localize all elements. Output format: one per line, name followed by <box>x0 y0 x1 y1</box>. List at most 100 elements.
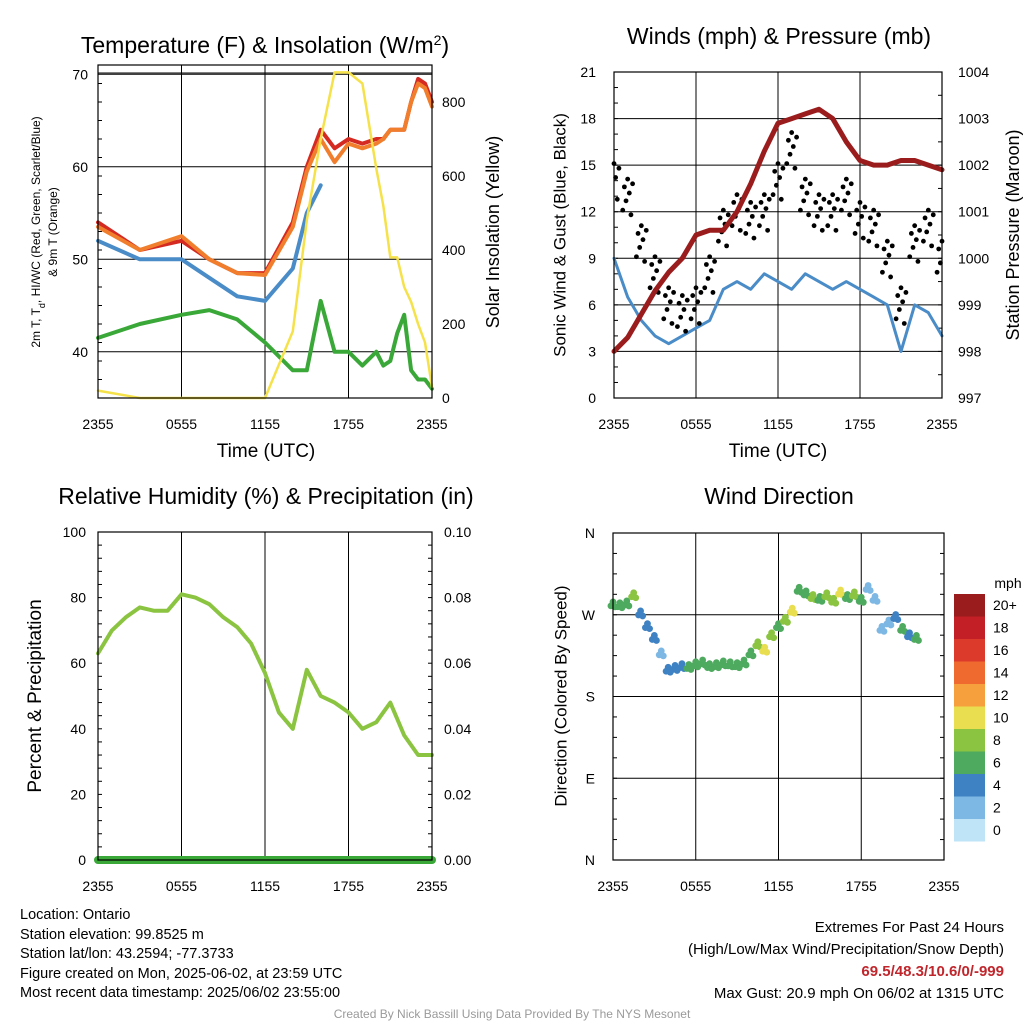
wind-gust-dot-13-5 <box>792 165 798 171</box>
wind-gust-dot-13-1 <box>785 137 791 143</box>
wind-gust-dot-5-0 <box>675 324 680 329</box>
wind-gust-dot-13-3 <box>789 130 795 135</box>
dir-point-41-2 <box>894 616 902 623</box>
wind-gust-dot-7-2 <box>705 276 711 281</box>
rh-y2tick-0: 0.00 <box>444 852 471 868</box>
temp-ytick-0: 40 <box>72 344 88 360</box>
wind-gust-dot-11-4 <box>763 206 769 212</box>
rh-y2tick-1: 0.02 <box>444 786 471 802</box>
wind-gust-dot-10-6 <box>753 204 758 210</box>
dir-legend-swatch-9 <box>954 796 985 819</box>
wind-gust-dot-19-1 <box>867 215 873 221</box>
wind-xtick-4: 2355 <box>926 416 957 432</box>
wind-gust-dot-3-6 <box>657 258 663 264</box>
wind-gust-dot-10-5 <box>751 235 757 241</box>
wind-gust-dot-15-5 <box>819 227 825 233</box>
extremes-subtitle: (High/Low/Max Wind/Precipitation/Snow De… <box>688 941 1004 958</box>
location-text: Location: Ontario <box>20 907 131 923</box>
wind-gust-dot-7-5 <box>710 290 716 295</box>
wind-gust-dot-20-3 <box>884 238 890 244</box>
wind-gust-dot-0-6 <box>616 165 622 171</box>
wind-gust-dot-10-2 <box>746 221 752 227</box>
temp-y2tick-1: 200 <box>442 316 466 332</box>
wind-gust-dot-3-0 <box>647 285 653 291</box>
wind-gust-dot-10-4 <box>749 213 755 219</box>
wind-gust-dot-19-5 <box>874 243 880 249</box>
wind-gust-dot-18-0 <box>852 231 858 236</box>
wind-gust-dot-12-2 <box>773 182 779 188</box>
wind-ytick-5: 15 <box>580 157 596 173</box>
wind-gust-dot-24-0 <box>934 269 940 275</box>
wind-gust-dot-17-0 <box>839 207 844 213</box>
dir-legend-swatch-10 <box>954 819 985 842</box>
wind-gust-dot-17-1 <box>840 184 846 190</box>
wind-gust-dot-8-0 <box>716 238 721 244</box>
dir-point-38-2 <box>873 598 881 605</box>
dir-legend-label-4: 12 <box>993 687 1009 703</box>
wind-gust-dot-1-1 <box>621 184 627 190</box>
temp-series-1 <box>96 81 434 277</box>
wind-gust-dot-7-1 <box>703 262 709 267</box>
temp-ylabel-line2: & 9m T (Orange) <box>46 187 60 277</box>
wind-gust-dot-22-2 <box>910 245 916 250</box>
wind-gust-dot-14-5 <box>806 212 812 218</box>
wind-gust-dot-22-4 <box>913 237 919 243</box>
wind-gust-dot-14-1 <box>799 184 805 190</box>
wind-gust-dot-13-2 <box>787 151 793 157</box>
wind-gust-dot-22-6 <box>917 227 922 233</box>
dir-points <box>607 582 922 676</box>
dir-xtick-0: 2355 <box>597 878 628 894</box>
dir-legend-label-8: 4 <box>993 777 1001 793</box>
dir-legend-title: mph <box>994 575 1021 591</box>
wind-gust-dot-1-4 <box>626 190 632 196</box>
dir-legend-swatch-4 <box>954 684 985 707</box>
rh-ytick-1: 20 <box>70 786 86 802</box>
wind-gust-dot-5-5 <box>683 328 689 334</box>
wind-gust-dot-13-6 <box>794 134 799 140</box>
wind-gust-dot-12-5 <box>778 196 784 202</box>
wind-gust-dot-22-0 <box>907 254 913 260</box>
dir-ytick-3: W <box>582 607 596 623</box>
temp-ytick-1: 50 <box>72 251 88 267</box>
wind-gust-dot-4-5 <box>669 321 675 326</box>
dir-point-4-2 <box>639 612 647 620</box>
wind-gust-dot-17-4 <box>845 190 851 196</box>
wind-gust-dot-5-4 <box>681 307 687 312</box>
rh-ytick-3: 60 <box>70 655 86 671</box>
temp-xtick-4: 2355 <box>416 416 447 432</box>
wind-y2tick-0: 997 <box>958 390 982 406</box>
rh-xtick-3: 1755 <box>333 878 364 894</box>
wind-y2tick-7: 1004 <box>958 64 989 80</box>
dir-ytick-2: S <box>586 689 595 705</box>
rh-ylabel: Percent & Precipitation <box>25 599 46 792</box>
dir-ylabel: Direction (Colored By Speed) <box>551 585 570 806</box>
wind-gust-dot-5-2 <box>678 314 684 320</box>
credit-text: Created By Nick Bassill Using Data Provi… <box>333 1007 691 1021</box>
wind-gust-dot-10-0 <box>743 231 749 236</box>
dir-legend-swatch-7 <box>954 751 985 774</box>
rh-y2tick-4: 0.08 <box>444 590 471 606</box>
wind-gust-dot-11-1 <box>758 200 764 205</box>
wind-gust-dot-6-3 <box>693 285 699 291</box>
wind-gust-dot-8-3 <box>720 207 726 213</box>
dir-xtick-1: 0555 <box>680 878 711 894</box>
dir-legend-label-6: 8 <box>993 732 1001 748</box>
temp-ylabel-line1: 2m T, Td, HI/WC (Red, Green, Scarlet/Blu… <box>29 116 47 347</box>
dir-legend-swatch-1 <box>954 616 985 639</box>
wind-ytick-7: 21 <box>580 64 596 80</box>
wind-gust-dot-3-1 <box>649 262 655 267</box>
temp-series-3 <box>96 298 434 391</box>
wind-gust-dot-18-6 <box>862 204 868 210</box>
wind-gust-dot-11-3 <box>761 192 767 198</box>
rh-ytick-4: 80 <box>70 590 86 606</box>
temp-xtick-2: 1155 <box>250 416 280 432</box>
wind-gust-dot-5-6 <box>684 297 690 303</box>
wind-gust-dot-16-5 <box>833 227 839 233</box>
wind-gust-dot-22-1 <box>908 231 914 236</box>
wind-gust-dot-22-5 <box>915 258 921 264</box>
wind-gust-dot-23-6 <box>930 212 936 218</box>
wind-gust-dot-21-3 <box>898 285 904 291</box>
wind-gust-dot-13-0 <box>784 161 790 166</box>
dir-point-36-2 <box>859 598 867 606</box>
wind-gust-dot-20-6 <box>889 243 895 249</box>
